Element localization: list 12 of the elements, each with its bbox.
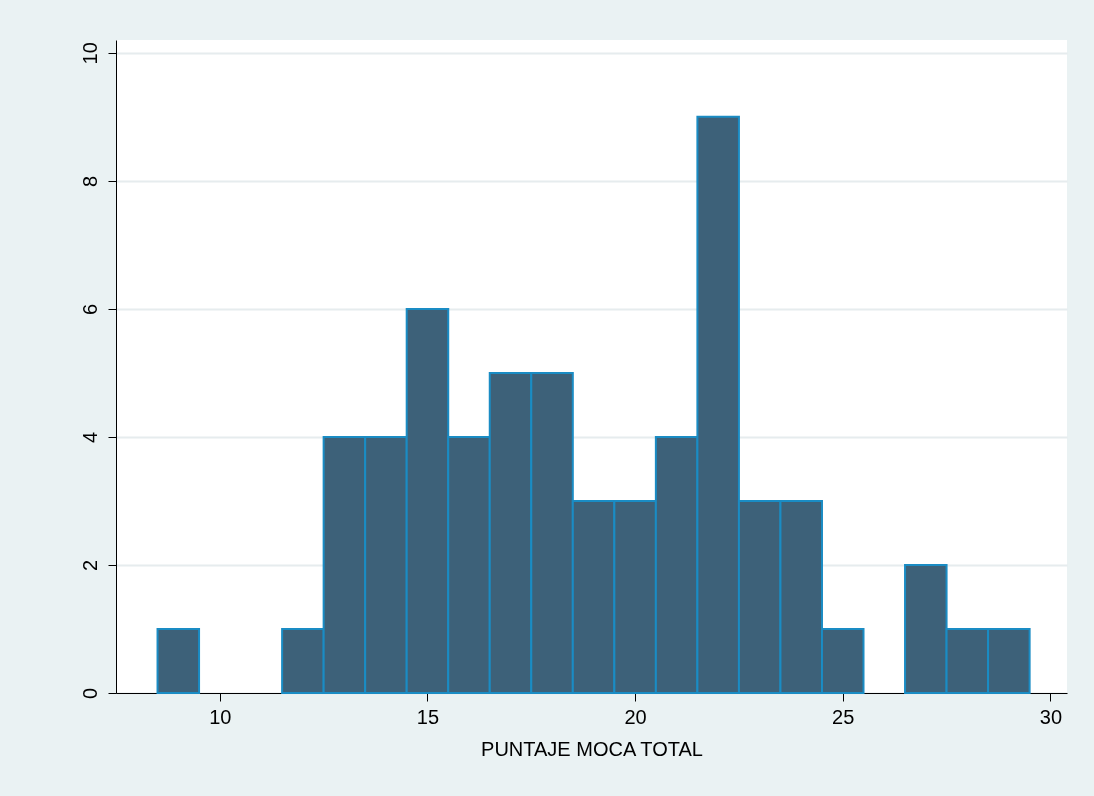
y-tick-label: 10 — [78, 42, 101, 65]
x-tick-label: 10 — [209, 705, 232, 728]
y-tick-label: 8 — [78, 175, 101, 187]
x-tick-label: 30 — [1039, 705, 1063, 728]
y-tick-label: 2 — [78, 559, 101, 572]
x-axis-title: PUNTAJE MOCA TOTAL — [481, 737, 703, 760]
y-tick-label: 0 — [78, 687, 101, 700]
y-tick-label: 4 — [78, 431, 101, 443]
x-tick-label: 20 — [624, 705, 647, 728]
x-tick-label: 25 — [832, 705, 855, 728]
y-tick-label: 6 — [78, 303, 101, 315]
x-tick-label: 15 — [416, 705, 440, 728]
